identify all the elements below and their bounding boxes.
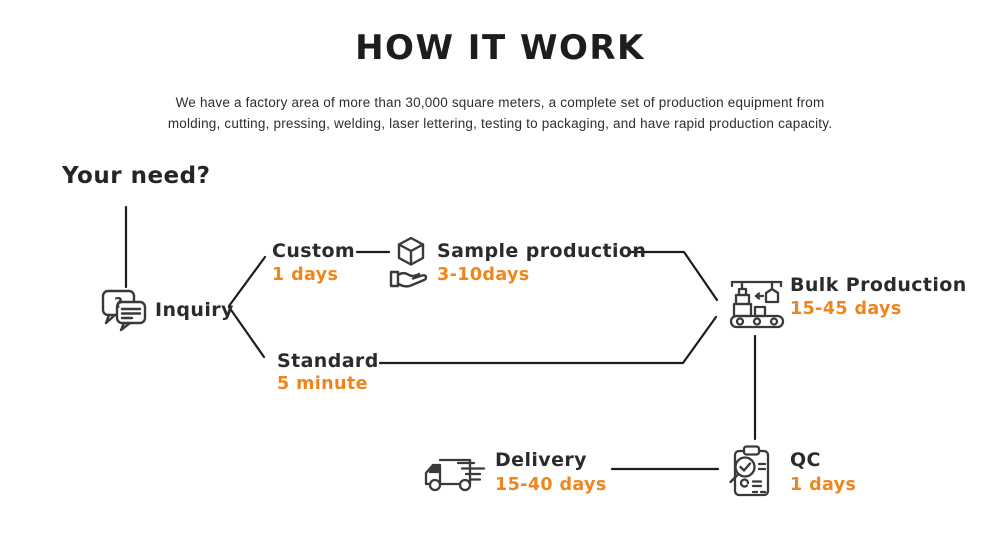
step-label-custom: Custom <box>272 240 356 262</box>
conveyor-crane-icon <box>728 274 786 332</box>
step-label-qc: QC <box>790 449 821 471</box>
page-subtitle: We have a factory area of more than 30,0… <box>80 92 920 134</box>
step-label-bulk-production: Bulk Production <box>790 274 967 296</box>
step-duration-qc: 1 days <box>790 475 857 495</box>
step-duration-delivery: 15-40 days <box>495 475 607 495</box>
step-label-delivery: Delivery <box>495 449 587 471</box>
step-label-sample-production: Sample production <box>437 240 647 262</box>
step-label-standard: Standard <box>277 350 379 372</box>
your-need-label: Your need? <box>62 163 211 189</box>
hand-holding-box-icon <box>388 236 434 291</box>
step-duration-custom: 1 days <box>272 265 339 285</box>
step-duration-sample-production: 3-10days <box>437 265 530 285</box>
step-duration-bulk-production: 15-45 days <box>790 299 902 319</box>
delivery-truck-icon <box>422 450 488 494</box>
svg-text:?: ? <box>114 294 123 312</box>
step-label-inquiry: Inquiry <box>155 299 234 321</box>
subtitle-line-2: molding, cutting, pressing, welding, las… <box>167 116 833 131</box>
page-title: HOW IT WORK <box>355 28 645 68</box>
step-duration-standard: 5 minute <box>277 374 368 394</box>
clipboard-inspection-icon <box>723 444 777 500</box>
subtitle-line-1: We have a factory area of more than 30,0… <box>175 95 825 110</box>
chat-question-icon: ? <box>99 287 149 335</box>
